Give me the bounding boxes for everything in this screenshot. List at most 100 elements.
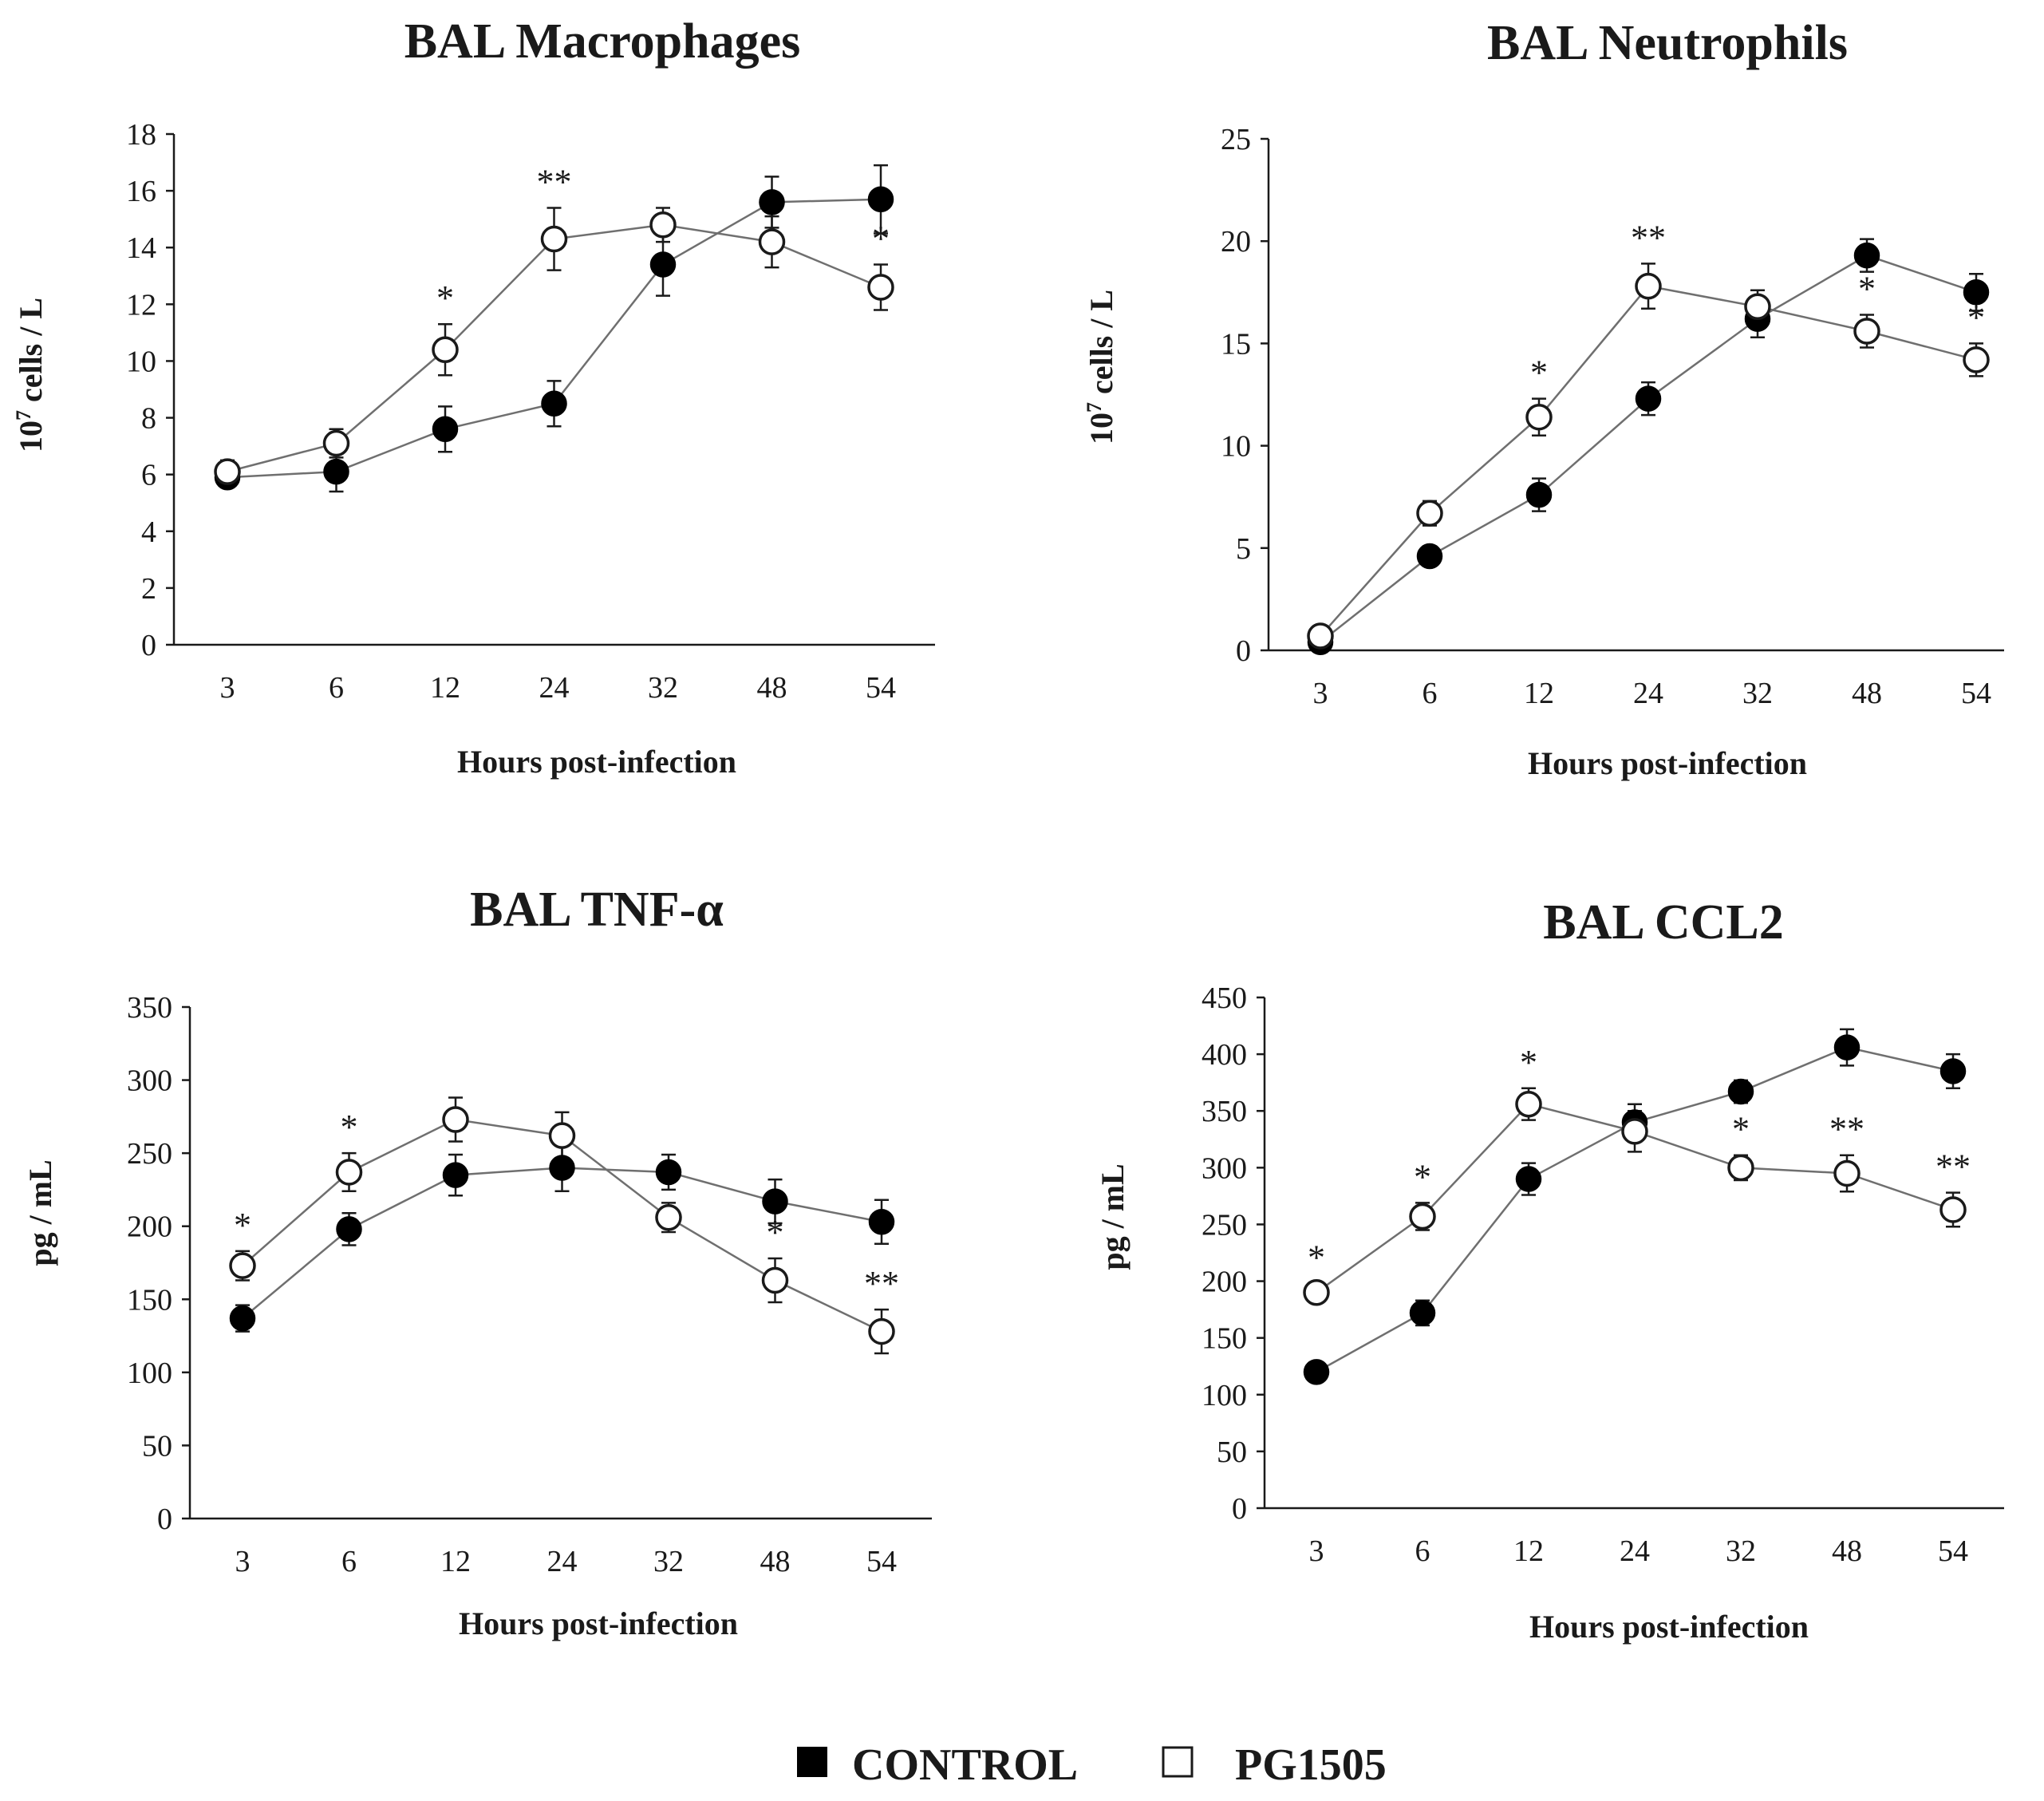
significance-mark: * [872, 219, 890, 259]
x-tick-label: 24 [539, 671, 570, 705]
x-tick-label: 54 [866, 1545, 897, 1578]
x-ticks: 3 6 12 24 32 48 54 [235, 1545, 898, 1578]
data-point-control [541, 390, 567, 417]
panel-macrophages: BAL Macrophages 107 cells / L 0246810121… [12, 14, 935, 780]
significance-marks: **** [436, 162, 890, 318]
data-point-pg1505 [758, 228, 786, 255]
y-ticks: 0 2 4 6 8 10 12 14 16 18 [126, 118, 174, 662]
y-axis-label: pg / mL [22, 1159, 58, 1266]
x-tick-label: 48 [760, 1545, 791, 1578]
data-point-control [1515, 1166, 1542, 1192]
data-point-pg1505 [867, 274, 894, 301]
x-axis-label: Hours post-infection [1529, 1609, 1809, 1645]
x-tick-label: 54 [866, 671, 896, 705]
x-tick-label: 12 [440, 1545, 471, 1578]
x-tick-label: 24 [1620, 1534, 1650, 1568]
x-tick-label: 48 [757, 671, 787, 705]
data-point-control [655, 1159, 682, 1186]
y-axis-label: 107 cells / L [1083, 290, 1119, 444]
data-point-pg1505 [655, 1203, 682, 1231]
x-axis-label: Hours post-infection [459, 1605, 738, 1641]
significance-mark: * [341, 1108, 358, 1147]
y-tick-label: 2 [141, 572, 156, 606]
significance-mark: ** [1935, 1147, 1971, 1187]
x-tick-label: 3 [220, 671, 235, 705]
chart-title: BAL TNF-α [470, 883, 724, 937]
data-point-control [867, 186, 894, 213]
data-points [1303, 1034, 1967, 1385]
y-axis-label: 107 cells / L [12, 298, 49, 452]
data-point-control [549, 1155, 575, 1181]
significance-mark: ** [1631, 218, 1666, 257]
data-point-pg1505 [649, 211, 677, 239]
data-point-pg1505 [322, 429, 350, 457]
significance-mark: * [1520, 1043, 1537, 1082]
x-tick-label: 3 [1309, 1534, 1324, 1568]
y-tick-label: 250 [127, 1137, 172, 1171]
y-tick-label: 12 [126, 288, 156, 322]
y-tick-label: 200 [1202, 1266, 1247, 1299]
x-tick-label: 6 [1423, 677, 1438, 710]
y-tick-label: 350 [1202, 1095, 1247, 1128]
data-point-control [1963, 279, 1990, 306]
y-tick-label: 300 [127, 1064, 172, 1098]
y-tick-label: 0 [157, 1503, 172, 1536]
x-tick-label: 32 [1742, 677, 1773, 710]
panel-neutrophils: BAL Neutrophils 107 cells / L 0 5 10 15 20 25… [1083, 16, 2004, 781]
x-tick-label: 54 [1938, 1534, 1968, 1568]
y-tick-label: 18 [126, 118, 156, 152]
significance-mark: ** [537, 162, 572, 201]
data-point-pg1505 [1744, 293, 1771, 320]
y-tick-label: 0 [1236, 634, 1251, 668]
panel-tnf-alpha: BAL TNF-α pg / mL 050100150200250300350 … [22, 883, 932, 1641]
data-point-control [229, 1305, 256, 1332]
y-axis-label: pg / mL [1095, 1163, 1131, 1270]
x-tick-label: 6 [329, 671, 344, 705]
legend-label-control: CONTROL [852, 1740, 1078, 1790]
data-point-pg1505 [540, 225, 568, 253]
error-bars [1309, 1028, 1960, 1381]
x-tick-label: 12 [1524, 677, 1554, 710]
y-tick-label: 100 [1202, 1379, 1247, 1412]
significance-marks: ***** [1530, 218, 1985, 392]
y-tick-label: 5 [1236, 532, 1251, 566]
y-tick-label: 25 [1221, 123, 1251, 156]
x-tick-label: 48 [1852, 677, 1882, 710]
x-tick-label: 32 [1726, 1534, 1756, 1568]
data-point-control [1525, 481, 1553, 508]
significance-mark: * [234, 1206, 251, 1245]
significance-mark: * [1967, 298, 1985, 337]
data-points [1307, 242, 1990, 655]
y-tick-label: 6 [141, 459, 156, 492]
significance-mark: * [1858, 270, 1876, 309]
x-ticks: 3 6 12 24 32 48 54 [220, 671, 897, 705]
error-bars [220, 164, 888, 493]
y-ticks: 0 50 100 150 200 250 300 350 400 450 [1202, 981, 1265, 1526]
series-lines [1320, 254, 1977, 643]
y-tick-label: 450 [1202, 981, 1247, 1015]
x-tick-label: 24 [547, 1545, 578, 1578]
y-tick-label: 250 [1202, 1208, 1247, 1242]
data-point-pg1505 [432, 336, 459, 363]
data-point-pg1505 [1416, 500, 1443, 527]
data-points [214, 186, 894, 491]
x-tick-label: 48 [1832, 1534, 1862, 1568]
legend-marker-control [797, 1747, 827, 1777]
x-tick-label: 32 [648, 671, 678, 705]
data-point-pg1505 [1853, 318, 1880, 345]
x-tick-label: 12 [1513, 1534, 1544, 1568]
panel-ccl2: BAL CCL2 pg / mL 0 50 100 150 200 250 300 350 40… [1095, 895, 2004, 1645]
data-point-control [1833, 1034, 1861, 1060]
significance-mark: * [1530, 353, 1548, 393]
significance-mark: * [1414, 1157, 1431, 1196]
data-point-control [336, 1216, 362, 1242]
y-tick-label: 300 [1202, 1151, 1247, 1185]
y-tick-label: 200 [127, 1211, 172, 1244]
data-point-control [868, 1208, 895, 1235]
y-tick-label: 10 [1221, 430, 1251, 464]
data-point-control [1416, 543, 1443, 570]
x-axis-label: Hours post-infection [1528, 745, 1807, 781]
data-point-pg1505 [335, 1159, 363, 1186]
x-tick-label: 12 [430, 671, 460, 705]
